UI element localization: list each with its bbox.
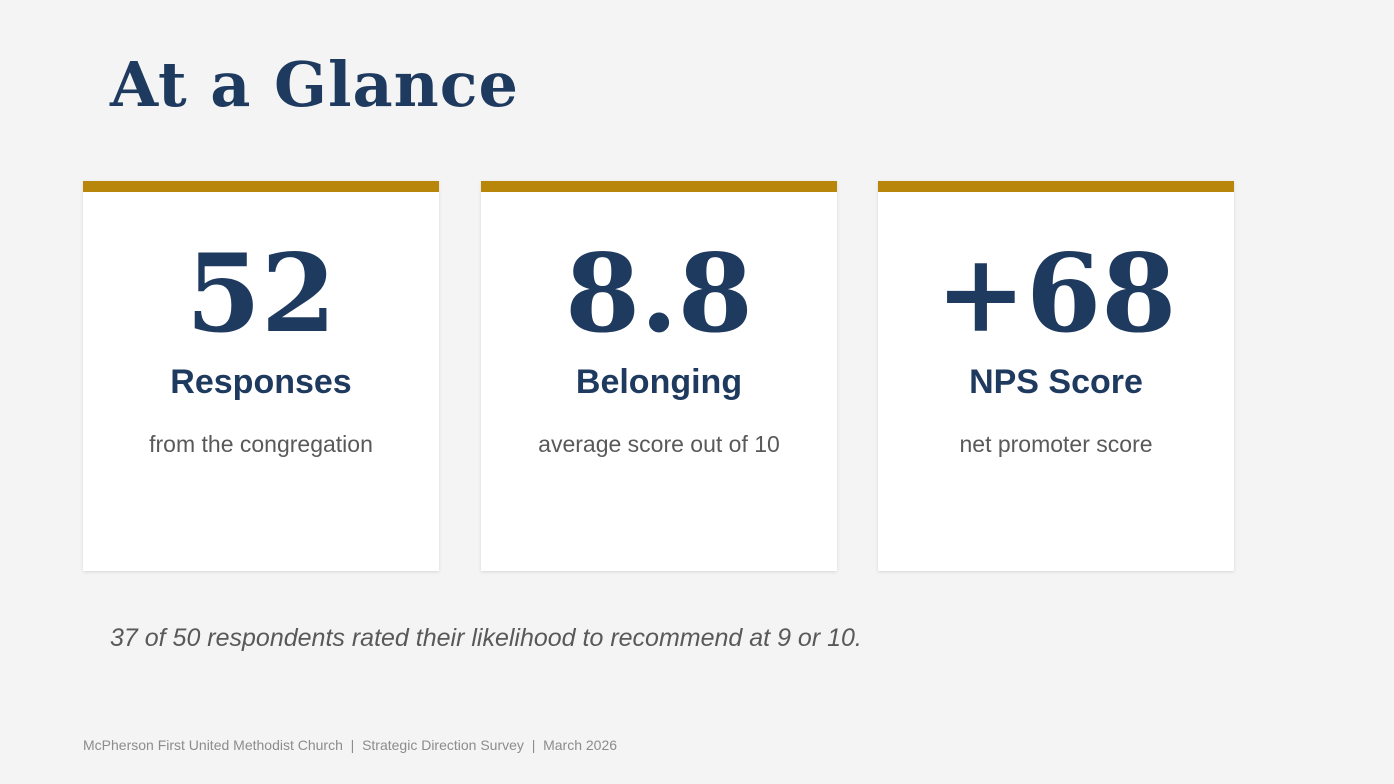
stat-description: average score out of 10: [538, 431, 780, 457]
stat-description: net promoter score: [959, 431, 1153, 457]
card-accent: [878, 181, 1234, 192]
stat-value: 52: [185, 231, 337, 357]
stat-value: +68: [935, 231, 1177, 357]
stat-card: +68 NPS Score net promoter score: [878, 181, 1234, 571]
stat-label: Belonging: [575, 363, 743, 401]
stat-label: NPS Score: [969, 363, 1143, 401]
card-accent: [83, 181, 439, 192]
stat-label: Responses: [170, 363, 352, 401]
note: 37 of 50 respondents rated their likelih…: [110, 624, 862, 652]
stat-card: 52 Responses from the congregation: [83, 181, 439, 571]
stat-card: 8.8 Belonging average score out of 10: [481, 181, 837, 571]
stat-description: from the congregation: [149, 431, 373, 457]
footer: McPherson First United Methodist Church …: [83, 737, 618, 753]
stat-value: 8.8: [565, 231, 753, 357]
slide-title: At a Glance: [110, 48, 519, 121]
card-accent: [481, 181, 837, 192]
